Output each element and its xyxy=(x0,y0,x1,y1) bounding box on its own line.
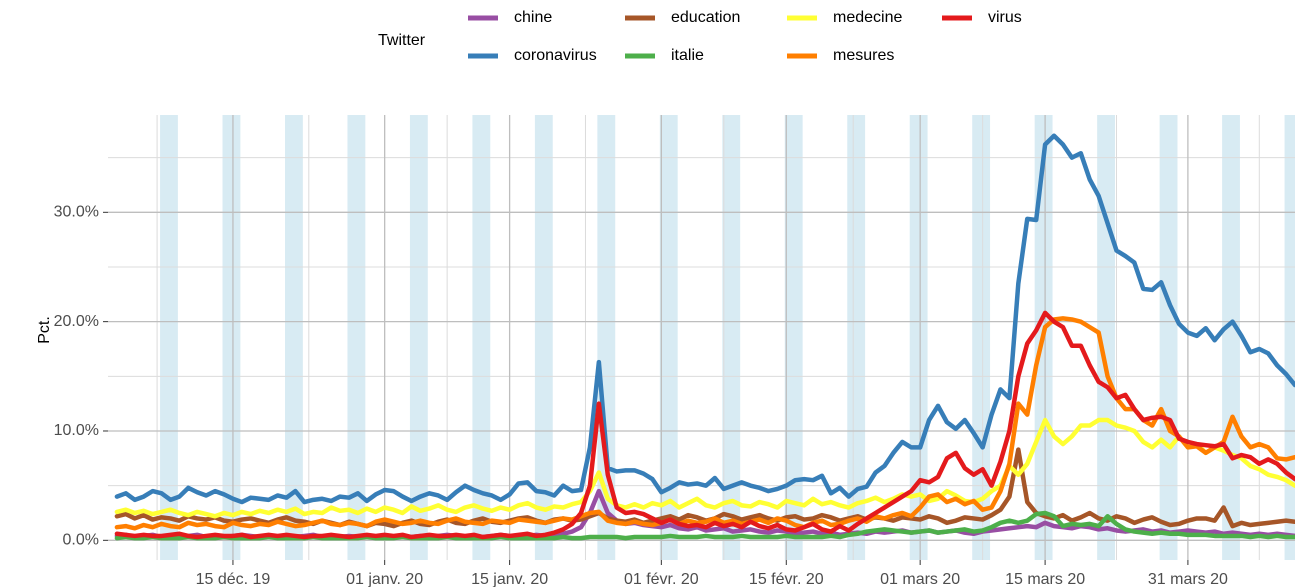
weekend-band xyxy=(347,115,366,560)
weekend-band xyxy=(534,115,553,560)
lines-layer xyxy=(114,133,1295,541)
weekend-band xyxy=(409,115,428,560)
x-tick-label: 15 déc. 19 xyxy=(196,571,271,587)
legend-label: chine xyxy=(514,9,552,26)
weekend-band xyxy=(1284,115,1295,560)
legend-label: virus xyxy=(988,9,1022,26)
x-tick-label: 15 janv. 20 xyxy=(471,571,548,587)
x-tick-label: 01 janv. 20 xyxy=(346,571,423,587)
x-tick-label: 01 févr. 20 xyxy=(624,571,699,587)
legend: Twitter chine coronavirus education italie m… xyxy=(378,9,1022,64)
series-line xyxy=(114,316,1295,531)
weekend-band xyxy=(222,115,241,560)
y-tick-label: 20.0% xyxy=(54,313,99,330)
x-tick-label: 01 mars 20 xyxy=(880,571,960,587)
weekend-band xyxy=(847,115,866,560)
x-tick-label: 15 mars 20 xyxy=(1005,571,1085,587)
y-tick-label: 0.0% xyxy=(63,532,99,549)
weekend-band xyxy=(1222,115,1240,560)
weekend-band xyxy=(160,115,178,560)
legend-label: coronavirus xyxy=(514,47,597,64)
x-tick-label: 15 févr. 20 xyxy=(749,571,824,587)
legend-label: education xyxy=(671,9,740,26)
series-line xyxy=(114,310,1295,540)
weekend-band xyxy=(659,115,678,560)
weekend-band xyxy=(784,115,803,560)
weekend-band xyxy=(597,115,616,560)
weekend-band xyxy=(722,115,741,560)
y-axis-label: Pct. xyxy=(36,316,53,344)
y-tick-label: 10.0% xyxy=(54,422,99,439)
legend-label: mesures xyxy=(833,47,894,64)
x-tick-label: 31 mars 20 xyxy=(1148,571,1228,587)
series-line xyxy=(114,417,1295,519)
legend-label: medecine xyxy=(833,9,902,26)
y-tick-label: 30.0% xyxy=(54,204,99,221)
background-layer: 0.0% 10.0% 20.0% 30.0% 15 déc. 19 01 janv. 20… xyxy=(54,115,1295,587)
legend-title: Twitter xyxy=(378,32,426,49)
weekend-band xyxy=(284,115,303,560)
series-line xyxy=(114,133,1295,505)
weekend-band xyxy=(1159,115,1178,560)
weekend-band xyxy=(472,115,491,560)
weekend-band xyxy=(972,115,991,560)
legend-label: italie xyxy=(671,47,704,64)
